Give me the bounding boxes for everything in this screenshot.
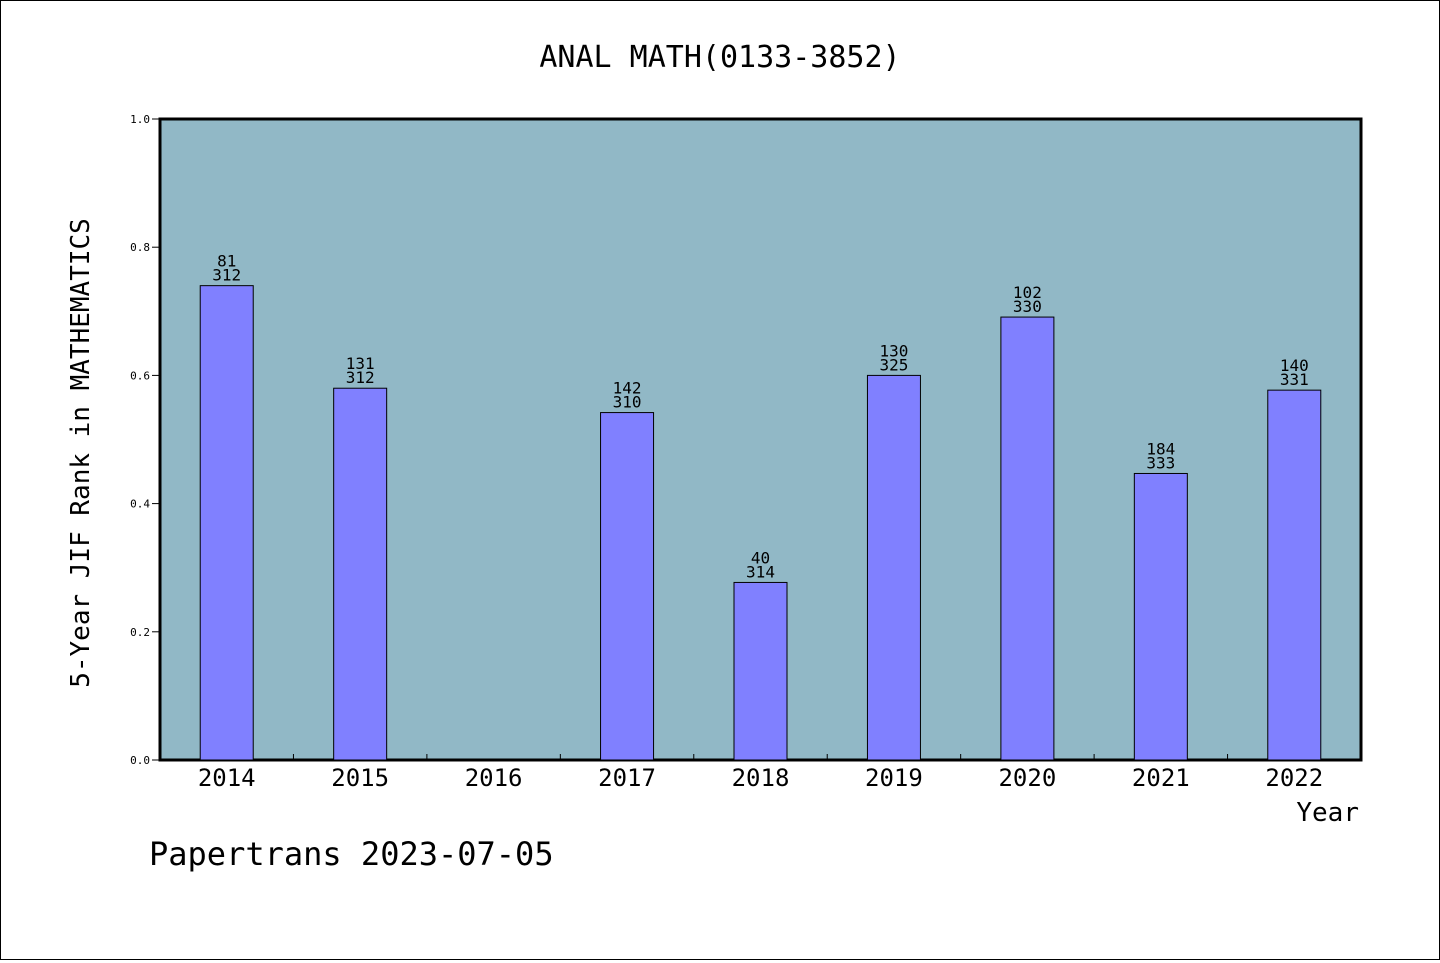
- bar-2021: [1133, 472, 1188, 761]
- y-tick-label: 0.4: [130, 498, 150, 511]
- bar-rank-label: 130: [879, 341, 908, 360]
- y-tick-label: 0.6: [130, 369, 150, 382]
- y-axis-ticks: 0.0 0.2 0.4 0.6 0.8 1.0: [130, 113, 160, 767]
- chart-title: ANAL MATH(0133-3852): [539, 40, 900, 75]
- x-tick-label: 2021: [1132, 764, 1190, 792]
- bar-2019: [866, 374, 921, 761]
- y-axis-label: 5-Year JIF Rank in MATHEMATICS: [66, 218, 96, 688]
- bar-2020: [1000, 316, 1055, 761]
- bar-total-label: 312: [346, 368, 375, 387]
- x-tick-label: 2017: [598, 764, 656, 792]
- bar-2015: [333, 387, 388, 761]
- bar-rank-label: 81: [217, 252, 236, 271]
- bars-group: [199, 285, 1322, 761]
- y-tick-label: 0.8: [130, 241, 150, 254]
- bar-rank-label: 40: [751, 548, 770, 567]
- bar-total-label: 330: [1013, 297, 1042, 316]
- footer-note: Papertrans 2023-07-05: [149, 835, 554, 873]
- bar-total-label: 310: [613, 393, 642, 412]
- bar-total-label: 331: [1280, 370, 1309, 389]
- x-tick-label: 2015: [331, 764, 389, 792]
- x-axis-label: Year: [1296, 798, 1359, 828]
- bar-2022: [1267, 389, 1322, 761]
- x-tick-label: 2022: [1265, 764, 1323, 792]
- bar-rank-label: 102: [1013, 283, 1042, 302]
- y-tick-label: 0.2: [130, 626, 150, 639]
- bar-total-label: 325: [879, 355, 908, 374]
- bar-rank-label: 184: [1146, 439, 1175, 458]
- y-tick-label: 1.0: [130, 113, 150, 126]
- bar-total-label: 314: [746, 562, 775, 581]
- x-tick-label: 2014: [198, 764, 256, 792]
- bar-rank-label: 140: [1280, 356, 1309, 375]
- bar-2018: [733, 581, 788, 761]
- bar-total-label: 312: [212, 266, 241, 285]
- bar-rank-label: 142: [613, 379, 642, 398]
- x-axis-ticks: 2014 2015 2016 2017 2018 2019 2020 2021 2022: [198, 754, 1323, 792]
- bar-2014: [199, 285, 254, 761]
- bar-total-label: 333: [1146, 453, 1175, 472]
- bar-labels-group: 8131213131214231040314130325102330184333…: [212, 252, 1308, 582]
- x-tick-label: 2020: [998, 764, 1056, 792]
- x-tick-label: 2018: [732, 764, 790, 792]
- x-tick-label: 2019: [865, 764, 923, 792]
- bar-2017: [600, 412, 655, 761]
- y-tick-label: 0.0: [130, 754, 150, 767]
- bar-rank-label: 131: [346, 354, 375, 373]
- x-tick-label: 2016: [465, 764, 523, 792]
